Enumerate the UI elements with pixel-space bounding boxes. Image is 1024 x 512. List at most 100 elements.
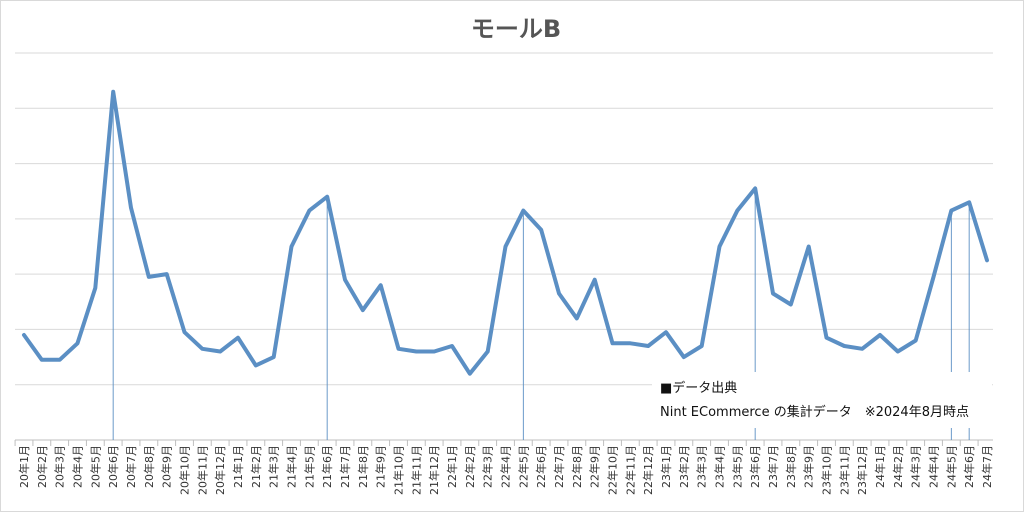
data-point	[700, 344, 704, 348]
x-tick-label: 23年10月	[820, 445, 834, 495]
x-tick-label: 21年12月	[427, 445, 441, 495]
source-note-heading: ■データ出典	[660, 380, 737, 396]
x-tick-label: 23年9月	[802, 445, 816, 488]
chart-title: モールB	[471, 15, 561, 43]
data-point	[468, 372, 472, 376]
x-tick-label: 20年2月	[35, 445, 49, 488]
data-point	[628, 341, 632, 345]
data-point	[93, 286, 97, 290]
data-point	[290, 245, 293, 248]
data-point	[896, 350, 900, 354]
x-tick-label: 21年1月	[231, 445, 245, 488]
x-tick-label: 21年8月	[356, 445, 370, 488]
x-tick-label: 24年7月	[980, 445, 994, 488]
data-point	[593, 278, 597, 282]
data-point	[58, 358, 62, 362]
data-point	[735, 209, 739, 213]
x-tick-labels: 20年1月 20年2月 20年3月 20年4月 20年5月 20年6月 20年7月 20年8月…	[14, 440, 994, 495]
data-point	[183, 330, 186, 334]
data-point	[76, 341, 79, 345]
x-tick-label: 22年4月	[499, 445, 513, 488]
data-point	[611, 341, 614, 345]
data-point	[646, 344, 650, 348]
data-point	[236, 336, 240, 340]
x-tick-label: 20年11月	[195, 445, 209, 495]
x-tick-label: 23年12月	[855, 445, 869, 495]
data-point	[914, 338, 918, 342]
x-tick-label: 20年8月	[142, 445, 156, 488]
x-tick-label: 22年1月	[445, 445, 459, 488]
x-tick-label: 20年10月	[178, 445, 192, 495]
data-point	[414, 350, 418, 354]
x-tick-label: 22年6月	[534, 445, 548, 488]
x-tick-label: 21年6月	[320, 445, 334, 488]
data-point	[949, 209, 953, 213]
x-tick-label: 20年7月	[124, 445, 138, 488]
x-tick-label: 23年2月	[677, 445, 691, 488]
x-tick-label: 20年5月	[88, 445, 102, 488]
data-point	[771, 291, 775, 295]
data-point	[272, 355, 276, 359]
data-point	[147, 275, 151, 279]
x-tick-label: 21年5月	[302, 445, 316, 488]
data-point	[504, 245, 507, 248]
data-point	[753, 186, 757, 190]
data-point	[200, 347, 204, 351]
x-tick-label: 20年6月	[106, 445, 120, 488]
x-tick-label: 22年3月	[481, 445, 495, 488]
data-point	[807, 245, 811, 248]
x-tick-label: 23年8月	[784, 445, 798, 488]
data-point	[521, 209, 525, 213]
source-note-detail: Nint ECommerce の集計データ ※2024年8月時点	[660, 404, 969, 420]
x-tick-label: 20年3月	[53, 445, 67, 488]
x-tick-label: 22年5月	[516, 445, 530, 488]
data-point	[932, 275, 935, 279]
x-tick-label: 24年4月	[927, 445, 941, 488]
x-tick-label: 22年9月	[588, 445, 602, 488]
x-tick-label: 20年1月	[17, 445, 31, 488]
data-point	[682, 355, 686, 359]
x-tick-label: 21年4月	[285, 445, 299, 488]
x-tick-label: 24年1月	[873, 445, 887, 488]
grid-lines	[15, 52, 993, 441]
x-tick-label: 22年10月	[606, 445, 620, 495]
x-tick-label: 22年7月	[552, 445, 566, 488]
x-tick-label: 23年11月	[837, 445, 851, 495]
x-tick-label: 20年4月	[71, 445, 85, 488]
data-point	[165, 272, 169, 276]
x-tick-label: 22年2月	[463, 445, 477, 488]
x-tick-label: 23年7月	[766, 445, 780, 488]
data-point	[40, 358, 44, 362]
data-point	[432, 350, 436, 354]
data-point	[307, 209, 311, 213]
x-tick-label: 24年2月	[891, 445, 905, 488]
data-point	[878, 333, 882, 337]
x-tick-label: 21年10月	[392, 445, 406, 495]
x-tick-label: 22年12月	[641, 445, 655, 495]
x-tick-label: 23年1月	[659, 445, 673, 488]
data-point	[379, 283, 383, 287]
x-tick-label: 24年5月	[944, 445, 958, 488]
x-tick-label: 21年3月	[267, 445, 281, 488]
data-point	[789, 303, 793, 307]
data-point	[254, 363, 258, 367]
data-point	[129, 206, 133, 210]
data-point	[218, 350, 222, 354]
series-layer	[22, 89, 989, 376]
x-tick-label: 24年6月	[962, 445, 976, 488]
x-tick-label: 24年3月	[909, 445, 923, 488]
x-tick-label: 20年12月	[213, 445, 227, 495]
data-point	[825, 336, 828, 340]
data-point	[343, 278, 347, 282]
data-point	[361, 308, 365, 312]
data-point	[557, 291, 561, 295]
x-tick-label: 21年2月	[249, 445, 263, 488]
data-point	[325, 195, 329, 199]
x-tick-label: 23年4月	[713, 445, 727, 488]
x-tick-label: 23年5月	[730, 445, 744, 488]
data-point	[967, 200, 971, 204]
x-tick-label: 23年6月	[748, 445, 762, 488]
x-tick-label: 23年3月	[695, 445, 709, 488]
x-tick-label: 20年9月	[160, 445, 174, 488]
